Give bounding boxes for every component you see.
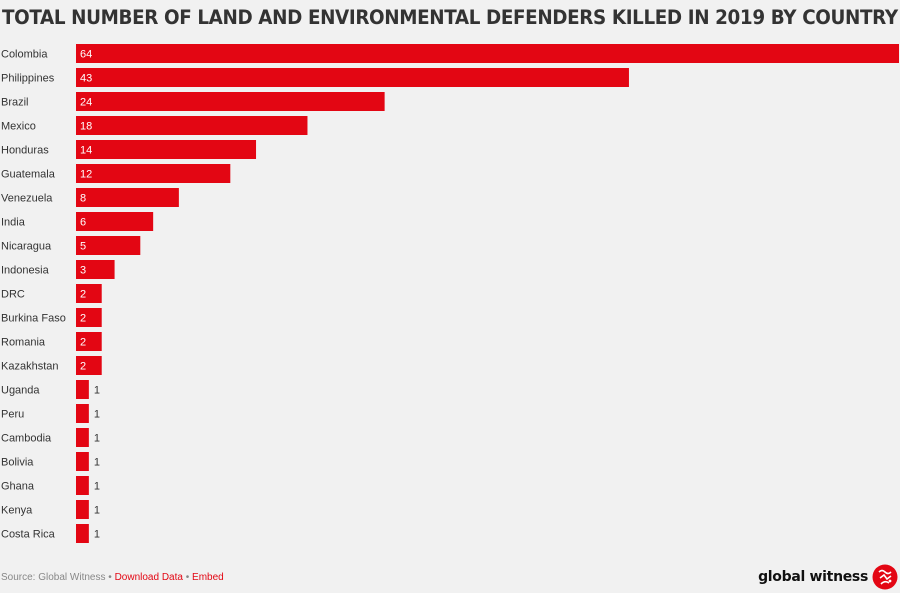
value-label: 1 xyxy=(94,481,100,493)
value-label: 3 xyxy=(80,265,86,277)
bar[interactable] xyxy=(76,44,899,63)
bar[interactable] xyxy=(76,500,89,519)
category-label: Guatemala xyxy=(1,169,56,181)
bar[interactable] xyxy=(76,284,102,303)
bar[interactable] xyxy=(76,356,102,375)
bar[interactable] xyxy=(76,260,115,279)
value-label: 2 xyxy=(80,361,86,373)
value-label: 6 xyxy=(80,217,86,229)
value-label: 1 xyxy=(94,505,100,517)
value-label: 14 xyxy=(80,145,92,157)
bar[interactable] xyxy=(76,92,385,111)
bar[interactable] xyxy=(76,524,89,543)
value-label: 64 xyxy=(80,49,92,61)
value-label: 1 xyxy=(94,385,100,397)
value-label: 2 xyxy=(80,337,86,349)
category-label: Brazil xyxy=(1,97,29,109)
value-label: 12 xyxy=(80,169,92,181)
footer-separator: • xyxy=(185,572,190,583)
category-label: India xyxy=(1,217,26,229)
bar[interactable] xyxy=(76,236,141,255)
category-label: Bolivia xyxy=(1,457,34,469)
category-label: Romania xyxy=(1,337,46,349)
bar[interactable] xyxy=(76,116,308,135)
bar[interactable] xyxy=(76,68,629,87)
value-label: 1 xyxy=(94,457,100,469)
value-label: 2 xyxy=(80,289,86,301)
bar[interactable] xyxy=(76,212,154,231)
category-label: Kazakhstan xyxy=(1,361,58,373)
category-label: Burkina Faso xyxy=(1,313,66,325)
category-label: Mexico xyxy=(1,121,36,133)
source-text: Source: Global Witness xyxy=(1,572,106,583)
category-label: Kenya xyxy=(1,505,33,517)
brand-name: global witness xyxy=(758,569,868,585)
bar[interactable] xyxy=(76,188,179,207)
bar[interactable] xyxy=(76,332,102,351)
bar[interactable] xyxy=(76,164,231,183)
bar[interactable] xyxy=(76,140,257,159)
category-label: Honduras xyxy=(1,145,49,157)
chart-footer: Source: Global Witness • Download Data •… xyxy=(1,572,224,583)
category-label: Philippines xyxy=(1,73,55,85)
bar[interactable] xyxy=(76,476,89,495)
value-label: 2 xyxy=(80,313,86,325)
category-label: Uganda xyxy=(1,385,40,397)
category-label: Peru xyxy=(1,409,24,421)
bar[interactable] xyxy=(76,404,89,423)
embed-link[interactable]: Embed xyxy=(192,572,224,583)
value-label: 43 xyxy=(80,73,92,85)
value-label: 1 xyxy=(94,433,100,445)
category-label: Venezuela xyxy=(1,193,53,205)
category-label: Indonesia xyxy=(1,265,50,277)
category-label: Nicaragua xyxy=(1,241,52,253)
chart-title: TOTAL NUMBER OF LAND AND ENVIRONMENTAL D… xyxy=(2,6,898,29)
value-label: 1 xyxy=(94,529,100,541)
value-label: 8 xyxy=(80,193,86,205)
category-label: Cambodia xyxy=(1,433,52,445)
bar[interactable] xyxy=(76,308,102,327)
download-data-link[interactable]: Download Data xyxy=(114,572,183,583)
bar[interactable] xyxy=(76,380,89,399)
bar[interactable] xyxy=(76,452,89,471)
category-label: Ghana xyxy=(1,481,35,493)
value-label: 18 xyxy=(80,121,92,133)
category-label: Costa Rica xyxy=(1,529,56,541)
value-label: 24 xyxy=(80,97,92,109)
category-label: Colombia xyxy=(1,49,48,61)
bar[interactable] xyxy=(76,428,89,447)
footer-separator: • xyxy=(108,572,112,583)
value-label: 5 xyxy=(80,241,86,253)
value-label: 1 xyxy=(94,409,100,421)
category-label: DRC xyxy=(1,289,25,301)
global-witness-logo-icon xyxy=(872,564,898,590)
